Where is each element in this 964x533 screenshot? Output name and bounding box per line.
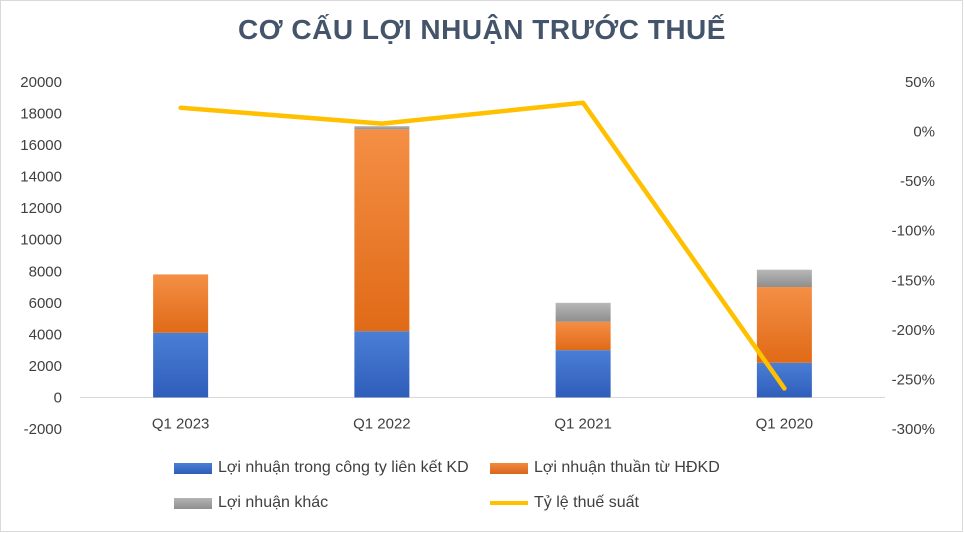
y-left-tick-label: 20000 <box>20 74 62 91</box>
bar-segment-other <box>354 126 410 130</box>
bar-segment-associates <box>354 331 410 398</box>
y-right-tick-label: 50% <box>905 74 935 91</box>
y-right-tick-label: -250% <box>892 371 935 388</box>
chart-title: CƠ CẤU LỢI NHUẬN TRƯỚC THUẾ <box>238 14 726 45</box>
y-left-tick-label: 6000 <box>29 295 62 312</box>
y-left-tick-label: 10000 <box>20 232 62 249</box>
legend-label-operating: Lợi nhuận thuần từ HĐKD <box>534 459 720 476</box>
legend-label-tax-rate: Tỷ lệ thuế suất <box>534 494 639 511</box>
y-left-tick-label: 2000 <box>29 358 62 375</box>
x-tick-label: Q1 2021 <box>554 415 612 432</box>
legend-swatch-other <box>174 497 212 509</box>
y-right-tick-label: -150% <box>892 272 935 289</box>
y-left-tick-label: 0 <box>54 389 62 406</box>
legend-item-associates: Lợi nhuận trong công ty liên kết KD <box>174 459 469 477</box>
legend-swatch-associates <box>174 462 212 474</box>
y-left-tick-label: 18000 <box>20 106 62 123</box>
x-tick-label: Q1 2023 <box>152 415 210 432</box>
bar-segment-associates <box>555 350 611 398</box>
tax-rate-line <box>178 100 787 391</box>
bar-segment-other <box>756 269 812 288</box>
bar-segment-associates <box>756 362 812 398</box>
bar-segment-operating <box>354 129 410 332</box>
y-right-tick-label: -300% <box>892 421 935 438</box>
y-left-tick-label: 16000 <box>20 137 62 154</box>
x-tick-label: Q1 2020 <box>756 415 814 432</box>
y-left-tick-label: 8000 <box>29 263 62 280</box>
legend-label-associates: Lợi nhuận trong công ty liên kết KD <box>218 459 469 476</box>
y-right-tick-label: -50% <box>900 173 935 190</box>
bar-segment-operating <box>555 321 611 351</box>
legend-swatch-operating <box>490 462 528 474</box>
y-right-tick-label: 0% <box>913 124 935 141</box>
bar-segment-associates <box>153 332 209 398</box>
y-right-tick-label: -100% <box>892 223 935 240</box>
y-left-tick-label: 12000 <box>20 200 62 217</box>
legend-item-operating: Lợi nhuận thuần từ HĐKD <box>490 459 720 477</box>
legend-swatch-tax-rate <box>490 501 528 505</box>
bar-segment-other <box>555 302 611 322</box>
x-tick-label: Q1 2022 <box>353 415 411 432</box>
legend-label-other: Lợi nhuận khác <box>218 494 329 511</box>
y-left-tick-label: 14000 <box>20 169 62 186</box>
y-right-tick-label: -200% <box>892 322 935 339</box>
bar-segment-operating <box>756 287 812 363</box>
legend-item-other: Lợi nhuận khác <box>174 494 328 512</box>
y-left-tick-label: -2000 <box>24 421 62 438</box>
legend-item-tax-rate: Tỷ lệ thuế suất <box>490 494 639 512</box>
bar-segment-operating <box>153 274 209 333</box>
y-left-tick-label: 4000 <box>29 326 62 343</box>
